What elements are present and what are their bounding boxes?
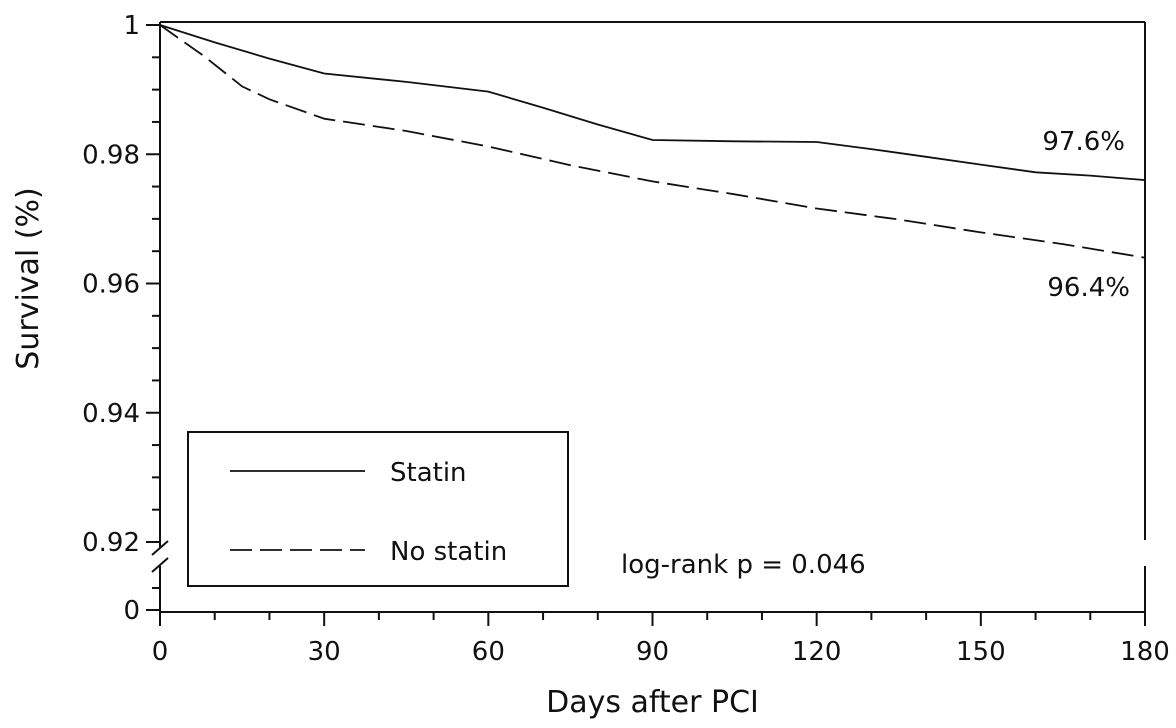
- y-axis-title: Survival (%): [11, 187, 46, 369]
- axis-break-mark-lower: [151, 557, 169, 573]
- no-statin-survival-line: [159, 24, 1146, 259]
- y-tick-label: 1: [123, 11, 140, 41]
- x-tick-label: 90: [636, 637, 669, 667]
- y-tick-label: 0.96: [82, 270, 140, 300]
- y-tick-label: 0.92: [82, 528, 140, 558]
- x-tick-label: 180: [1120, 637, 1170, 667]
- legend-box: [187, 431, 569, 587]
- x-axis-title: Days after PCI: [546, 685, 759, 720]
- y-tick-label: 0.94: [82, 399, 140, 429]
- x-tick-label: 30: [308, 637, 341, 667]
- legend-no-statin-label: No statin: [390, 537, 507, 567]
- log-rank-annotation: log-rank p = 0.046: [621, 550, 866, 580]
- legend-statin-label: Statin: [390, 458, 467, 488]
- axis-break-mark-upper: [151, 540, 169, 556]
- statin-end-label: 97.6%: [1042, 127, 1125, 157]
- y-tick-label: 0.98: [82, 140, 140, 170]
- x-tick-label: 150: [956, 637, 1006, 667]
- y-tick-label-zero: 0: [123, 596, 140, 626]
- no-statin-end-label: 96.4%: [1047, 273, 1130, 303]
- statin-survival-line: [159, 24, 1146, 181]
- x-tick-label: 0: [152, 637, 169, 667]
- x-tick-label: 120: [792, 637, 842, 667]
- x-tick-label: 60: [472, 637, 505, 667]
